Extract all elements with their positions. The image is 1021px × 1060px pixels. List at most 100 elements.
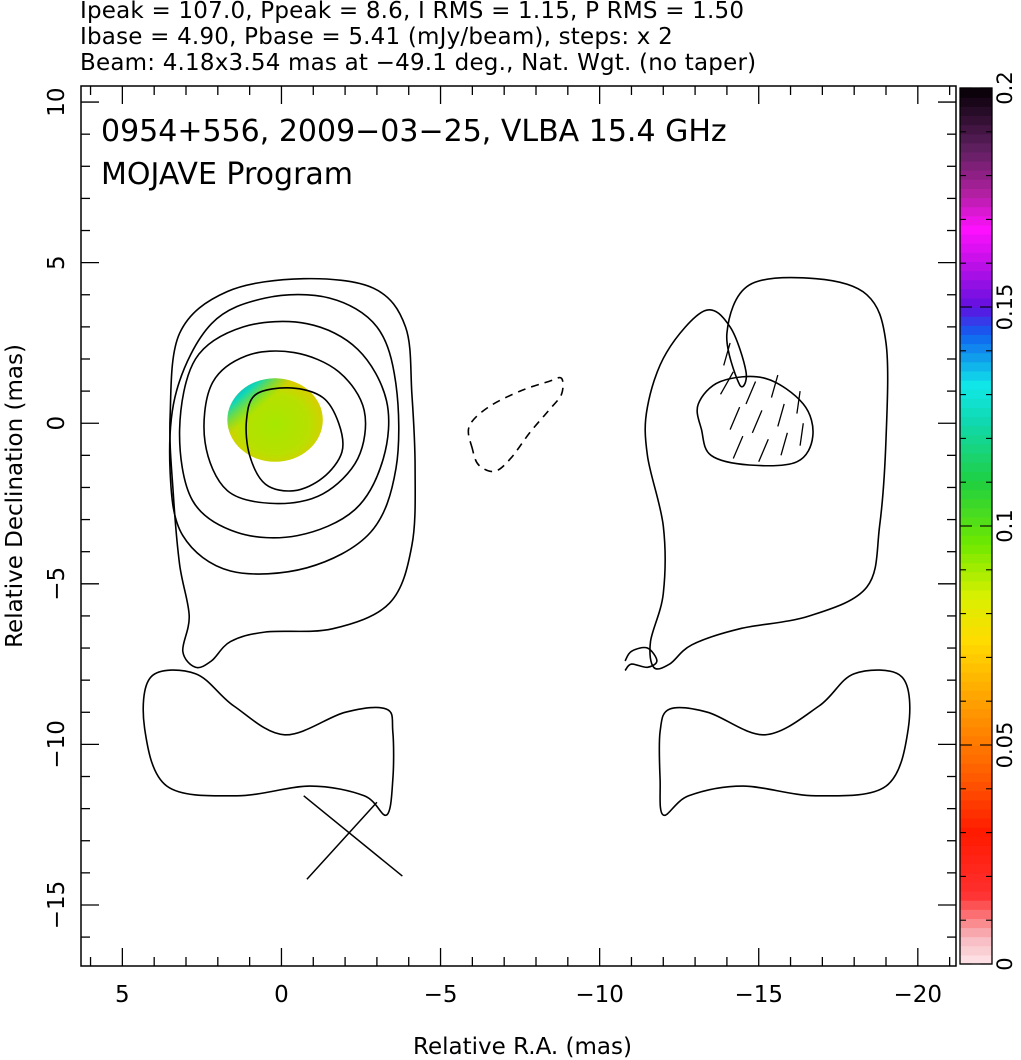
colorbar-segment [960, 316, 992, 326]
colorbar-segment [960, 370, 992, 381]
colorbar-segment [960, 754, 992, 764]
colorbar-segment [960, 672, 992, 682]
colorbar-segment [960, 854, 992, 865]
evpa-vector-8 [777, 403, 785, 427]
colorbar-segment [960, 352, 992, 363]
core-contour-4 [203, 350, 367, 505]
colorbar: 0 0.05 0.1 0.15 0.2 [959, 71, 1017, 971]
colorbar-segment [960, 644, 992, 655]
colorbar-segment [960, 224, 992, 235]
colorbar-segment [960, 380, 992, 390]
colorbar-segment [960, 389, 992, 399]
y-tick-label: −15 [44, 881, 70, 930]
axes: 5 0 −5 −10 −15 −20 10 5 0 −5 −10 −15 Relative R.A. (… [2, 85, 957, 1060]
colorbar-segment [960, 307, 992, 317]
colorbar-segment [960, 708, 992, 719]
negative-contour [467, 376, 564, 473]
x-tick-label: −5 [424, 982, 458, 1008]
colorbar-segment [960, 626, 992, 637]
colorbar-segment [960, 142, 992, 153]
source-annotation: 0954+556, 2009−03−25, VLBA 15.4 GHz [101, 114, 727, 149]
colorbar-segment [960, 927, 992, 938]
colorbar-segment [960, 900, 992, 910]
colorbar-segment [960, 845, 992, 856]
colorbar-segment [960, 562, 992, 573]
colorbar-segment [960, 808, 992, 819]
colorbar-tick-label: 0.1 [993, 509, 1017, 542]
core-contour-3 [178, 320, 390, 539]
x-tick-label: −15 [734, 982, 783, 1008]
colorbar-tick-label: 0.15 [993, 284, 1017, 331]
colorbar-segment [960, 945, 992, 956]
colorbar-segment [960, 717, 992, 728]
colorbar-segment [960, 599, 992, 609]
colorbar-segment [960, 425, 992, 436]
evpa-layer [303, 342, 804, 880]
colorbar-segment [960, 133, 992, 144]
evpa-vector-1 [719, 371, 734, 395]
colorbar-segment [960, 662, 992, 673]
header-line-3: Beam: 4.18x3.54 mas at −49.1 deg., Nat. … [80, 50, 757, 76]
evpa-vector-9 [780, 432, 788, 456]
colorbar-segment [960, 471, 992, 481]
colorbar-segment [960, 881, 992, 892]
beam-axis-minor [303, 795, 403, 877]
colorbar-segment [960, 781, 992, 792]
colorbar-segment [960, 571, 992, 582]
small-loop-contour [624, 646, 658, 672]
colorbar-segment [960, 124, 992, 135]
y-tick-label: 5 [44, 255, 70, 270]
colorbar-segment [960, 489, 992, 500]
header-line-1: Ipeak = 107.0, Ppeak = 8.6, I RMS = 1.15… [80, 0, 745, 24]
colorbar-segment [960, 361, 992, 372]
beam-axis-major [306, 801, 378, 880]
colorbar-segment [960, 443, 992, 454]
colorbar-segment [960, 872, 992, 883]
y-tick-label: −5 [44, 567, 70, 601]
core-contour-5 [245, 387, 344, 492]
colorbar-segment [960, 115, 992, 126]
colorbar-segment [960, 617, 992, 627]
colorbar-tick-label: 0 [993, 957, 1017, 970]
colorbar-segment [960, 106, 992, 116]
colorbar-segment [960, 553, 992, 564]
colorbar-segment [960, 88, 992, 98]
colorbar-tick-label: 0.2 [993, 71, 1017, 104]
colorbar-tick-label: 0.05 [993, 722, 1017, 769]
x-tick-label: 0 [274, 982, 289, 1008]
colorbar-segment [960, 188, 992, 199]
colorbar-segment [960, 279, 992, 290]
colorbar-segment [960, 635, 992, 646]
y-tick-label: 0 [44, 416, 70, 431]
colorbar-segment [960, 954, 992, 965]
colorbar-segment [960, 818, 992, 828]
lower-right-contour [658, 669, 911, 817]
colorbar-segment [960, 416, 992, 427]
colorbar-segment [960, 407, 992, 418]
colorbar-segment [960, 863, 992, 874]
colorbar-segment [960, 97, 992, 107]
evpa-vector-4 [745, 381, 757, 405]
colorbar-segment [960, 206, 992, 217]
evpa-vector-11 [799, 423, 804, 446]
y-tick-label: −10 [44, 720, 70, 769]
plot-text: 0954+556, 2009−03−25, VLBA 15.4 GHz MOJAV… [101, 114, 727, 192]
x-axis-label: Relative R.A. (mas) [413, 1034, 632, 1060]
evpa-vector-5 [751, 410, 763, 434]
evpa-vector-3 [732, 435, 744, 459]
colorbar-segment [960, 918, 992, 929]
colorbar-segment [960, 936, 992, 947]
plot-frame [80, 85, 957, 967]
colorbar-segment [960, 507, 992, 518]
ghost-contour-outer [644, 276, 889, 670]
x-tick-label: −20 [894, 982, 943, 1008]
colorbar-segment [960, 653, 992, 664]
y-axis-label: Relative Declination (mas) [2, 344, 28, 648]
evpa-vector-10 [796, 391, 801, 414]
colorbar-segment [960, 726, 992, 737]
colorbar-segment [960, 763, 992, 773]
evpa-vector-7 [770, 374, 779, 398]
colorbar-segment [960, 334, 992, 345]
